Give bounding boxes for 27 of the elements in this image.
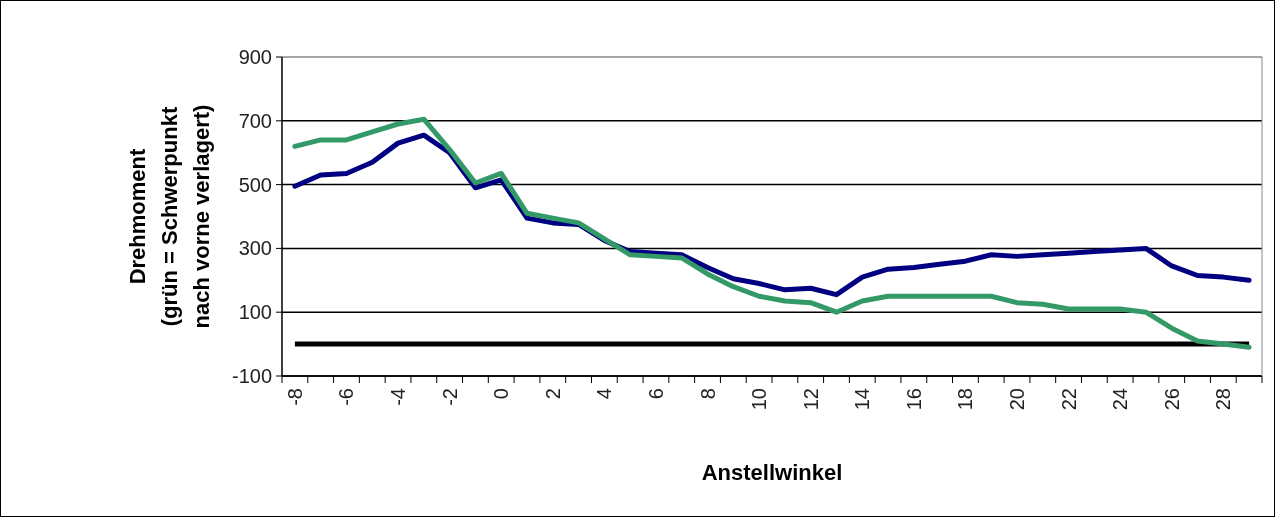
x-tick-label: 0: [490, 388, 513, 400]
x-tick-label: 14: [851, 388, 874, 411]
x-tick-label: 2: [541, 388, 564, 400]
x-tick-label: 12: [799, 388, 822, 411]
x-tick-label: 20: [1006, 388, 1028, 411]
y-tick-label: 900: [238, 46, 272, 68]
y-tick-label: 300: [238, 237, 272, 260]
y-tick-label: 700: [238, 109, 272, 132]
x-tick-label: 10: [748, 388, 771, 411]
x-tick-label: 26: [1160, 388, 1183, 411]
x-tick-label: 16: [902, 388, 925, 411]
x-tick-label: 18: [954, 388, 977, 411]
x-tick-label: 24: [1109, 388, 1132, 411]
x-tick-label: -8: [283, 388, 306, 406]
x-tick-label: -2: [438, 388, 461, 406]
x-axis-title: Anstellwinkel: [701, 460, 843, 485]
y-tick-label: -100: [231, 365, 272, 387]
x-tick-label: -6: [335, 388, 358, 406]
x-tick-label: 28: [1212, 388, 1235, 411]
x-tick-label: -4: [387, 388, 410, 406]
y-tick-label: 500: [238, 173, 272, 196]
x-tick-label: 4: [593, 388, 616, 400]
x-tick-label: 6: [644, 388, 667, 400]
x-tick-label: 22: [1057, 388, 1080, 411]
x-tick-label: 8: [696, 388, 719, 400]
y-tick-label: 100: [238, 301, 272, 324]
y-axis-title: Drehmoment (grün = Schwerpunkt nach vorne verlagert): [125, 104, 214, 329]
